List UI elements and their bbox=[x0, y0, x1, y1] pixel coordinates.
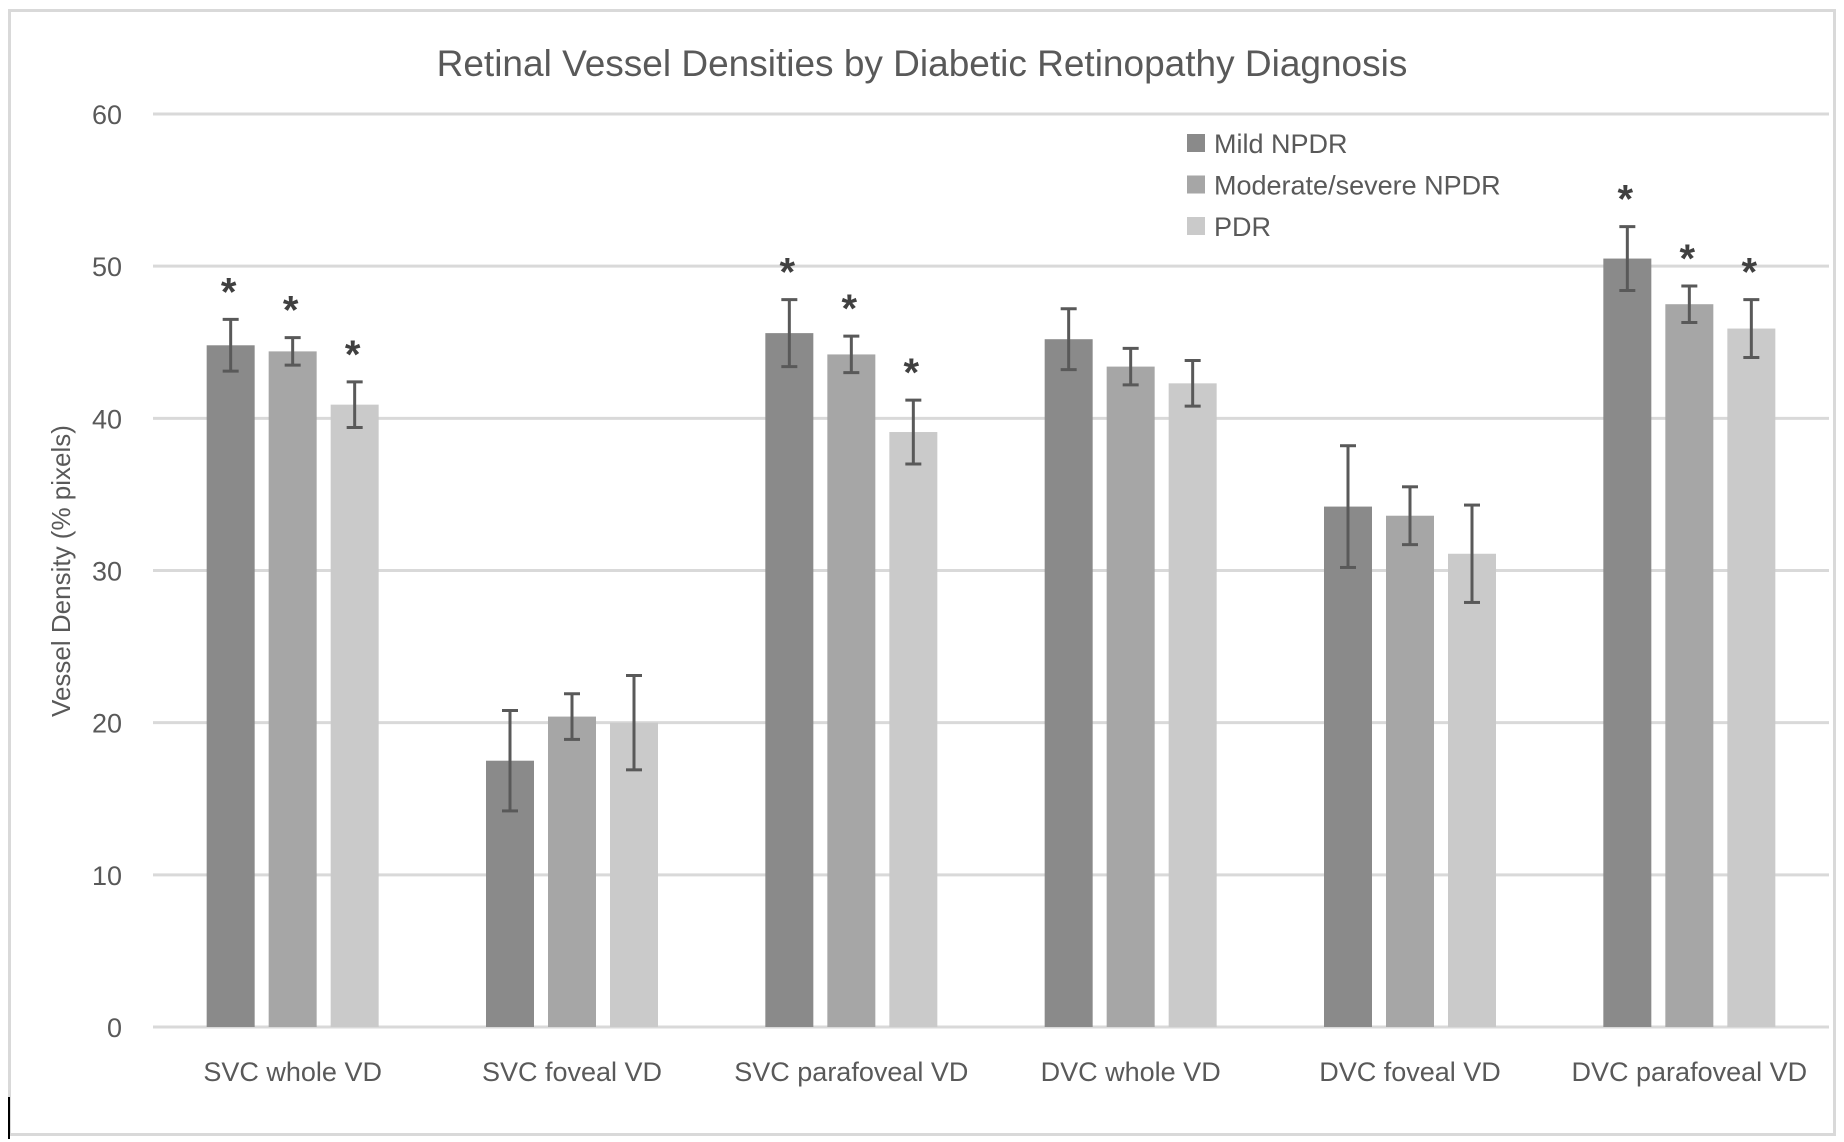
significance-star: * bbox=[842, 287, 858, 331]
error-bars bbox=[222, 225, 1760, 813]
legend-item: PDR bbox=[1187, 212, 1271, 242]
significance-markers: * * * * * * * * * bbox=[221, 178, 1758, 395]
chart-frame bbox=[8, 9, 1836, 1136]
y-tick-label: 10 bbox=[92, 861, 122, 891]
bar bbox=[1106, 366, 1155, 1027]
bar bbox=[1665, 304, 1714, 1027]
y-axis-label: Vessel Density (% pixels) bbox=[46, 425, 76, 717]
significance-star: * bbox=[1742, 251, 1758, 295]
bar bbox=[610, 722, 658, 1027]
significance-star: * bbox=[1618, 178, 1634, 222]
y-axis-ticks: 0 10 20 30 40 50 60 bbox=[92, 100, 122, 1043]
x-category-label: DVC whole VD bbox=[1041, 1057, 1221, 1087]
y-tick-label: 40 bbox=[92, 404, 122, 434]
bar bbox=[1727, 328, 1776, 1027]
bars bbox=[206, 258, 1776, 1028]
y-tick-label: 20 bbox=[92, 709, 122, 739]
legend-swatch bbox=[1187, 217, 1205, 235]
bar bbox=[1168, 383, 1217, 1028]
text-cursor bbox=[8, 1097, 10, 1139]
significance-star: * bbox=[780, 251, 796, 295]
bar bbox=[765, 333, 814, 1027]
legend-swatch bbox=[1187, 134, 1205, 152]
chart-title: Retinal Vessel Densities by Diabetic Ret… bbox=[437, 43, 1408, 84]
legend-label: Mild NPDR bbox=[1214, 129, 1348, 159]
legend-label: PDR bbox=[1214, 212, 1271, 242]
bar bbox=[827, 354, 876, 1027]
bar bbox=[206, 345, 255, 1027]
x-category-label: SVC whole VD bbox=[203, 1057, 382, 1087]
gridlines bbox=[153, 112, 1829, 1029]
bar bbox=[1386, 515, 1434, 1027]
bar bbox=[268, 351, 317, 1027]
significance-star: * bbox=[1680, 237, 1696, 281]
bar bbox=[1324, 506, 1372, 1028]
significance-star: * bbox=[221, 270, 237, 314]
y-tick-label: 30 bbox=[92, 557, 122, 587]
legend-swatch bbox=[1187, 175, 1205, 194]
bar bbox=[889, 432, 938, 1027]
significance-star: * bbox=[283, 289, 299, 333]
legend-label: Moderate/severe NPDR bbox=[1214, 171, 1501, 201]
y-tick-label: 50 bbox=[92, 252, 122, 282]
legend-item: Moderate/severe NPDR bbox=[1187, 171, 1501, 201]
bar bbox=[330, 404, 379, 1028]
bar bbox=[548, 716, 596, 1027]
bar bbox=[1044, 339, 1093, 1027]
legend: Mild NPDR Moderate/severe NPDR PDR bbox=[1187, 129, 1501, 242]
x-category-label: DVC parafoveal VD bbox=[1572, 1057, 1808, 1087]
legend-item: Mild NPDR bbox=[1187, 129, 1348, 159]
y-tick-label: 0 bbox=[107, 1013, 122, 1043]
significance-star: * bbox=[904, 351, 920, 395]
x-axis-categories: SVC whole VD SVC foveal VD SVC parafoveal … bbox=[203, 1057, 1807, 1087]
y-tick-label: 60 bbox=[92, 100, 122, 130]
x-category-label: SVC foveal VD bbox=[482, 1057, 662, 1087]
bar bbox=[1603, 258, 1652, 1027]
x-category-label: DVC foveal VD bbox=[1319, 1057, 1501, 1087]
significance-star: * bbox=[345, 333, 361, 377]
x-category-label: SVC parafoveal VD bbox=[734, 1057, 968, 1087]
bar bbox=[1448, 553, 1496, 1027]
